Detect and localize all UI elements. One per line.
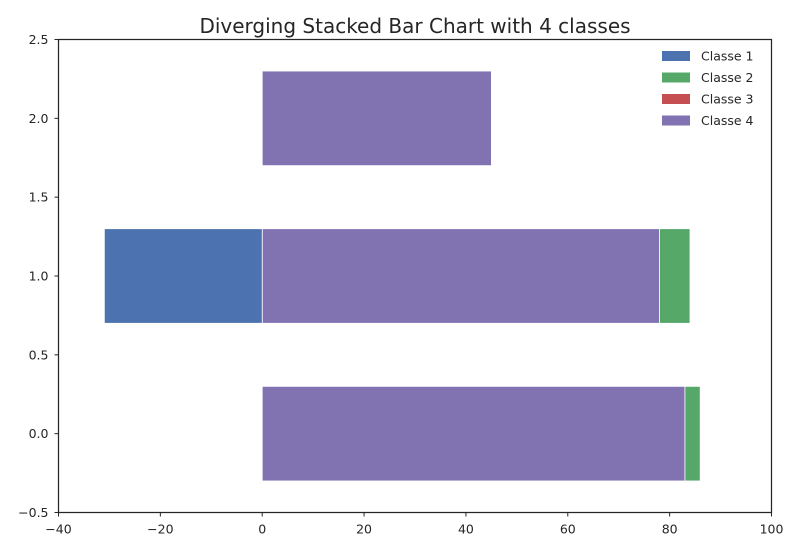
legend-label-classe-4: Classe 4 <box>701 113 754 128</box>
legend-swatch-classe-3 <box>662 94 690 104</box>
x-tick-label: 0 <box>258 522 266 537</box>
bars-layer <box>103 70 701 482</box>
x-tick-label: −40 <box>45 522 71 537</box>
y-axis: −0.5 0.0 0.5 1.0 1.5 2.0 2.5 <box>18 32 59 520</box>
bar-segment-classe-2-row-0 <box>684 385 701 482</box>
y-tick-label: 1.5 <box>29 190 49 205</box>
bar-segment-classe-4-row-2 <box>261 70 492 167</box>
legend-label-classe-3: Classe 3 <box>701 92 754 107</box>
y-tick-label: 2.0 <box>29 111 49 126</box>
x-tick-label: 80 <box>662 522 678 537</box>
bar-segment-classe-4-row-1 <box>261 228 660 324</box>
legend-label-classe-1: Classe 1 <box>701 49 754 64</box>
y-tick-label: 1.0 <box>29 269 49 284</box>
y-tick-label: −0.5 <box>18 505 48 520</box>
y-tick-label: 0.0 <box>29 426 49 441</box>
x-axis: −40 −20 0 20 40 60 80 100 <box>45 512 784 537</box>
x-tick-label: 60 <box>560 522 576 537</box>
y-tick-label: 2.5 <box>29 32 49 47</box>
x-tick-label: 40 <box>458 522 474 537</box>
legend-swatch-classe-2 <box>662 72 690 83</box>
y-tick-label: 0.5 <box>29 347 49 362</box>
legend-swatch-classe-4 <box>662 115 690 126</box>
x-tick-label: 100 <box>760 522 784 537</box>
bar-segment-classe-2-row-1 <box>659 228 691 324</box>
x-tick-label: −20 <box>147 522 173 537</box>
legend[interactable]: Classe 1 Classe 2 Classe 3 Classe 4 <box>662 49 754 129</box>
chart-title: Diverging Stacked Bar Chart with 4 class… <box>199 14 630 38</box>
bar-segment-classe-1-row-1 <box>103 228 263 324</box>
legend-swatch-classe-1 <box>662 51 690 61</box>
x-tick-label: 20 <box>356 522 372 537</box>
bar-segment-classe-4-row-0 <box>261 385 686 482</box>
legend-label-classe-2: Classe 2 <box>701 70 754 85</box>
